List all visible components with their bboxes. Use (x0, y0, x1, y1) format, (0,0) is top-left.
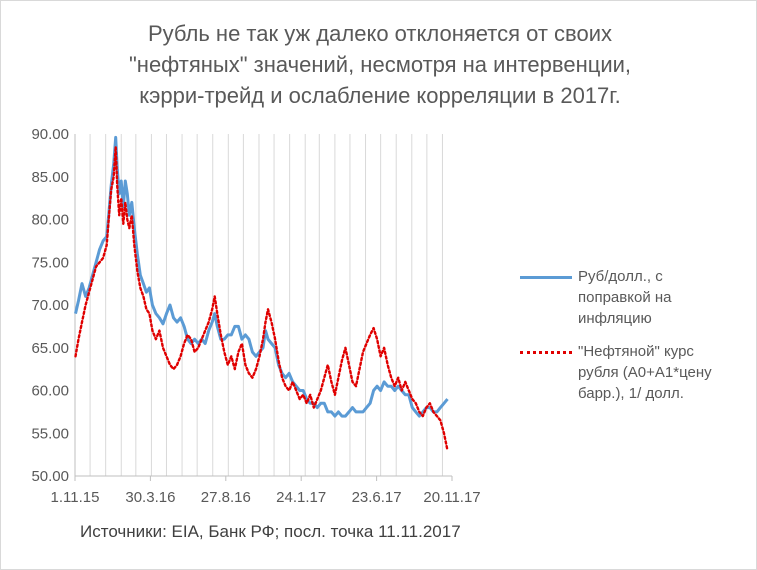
x-tick-label: 1.11.15 (51, 489, 100, 506)
legend-label-real-rate-line-1: Руб/долл., с (578, 268, 663, 285)
chart-title-line-1: Рубль не так уж далеко отклоняется от св… (147, 21, 613, 46)
legend-swatch-dotted-line (520, 351, 572, 354)
legend-label-oil-rate-line-3: барр.), 1/ долл. (578, 385, 684, 402)
chart-title: Рубль не так уж далеко отклоняется от св… (60, 18, 700, 111)
source-note: Источники: EIA, Банк РФ; посл. точка 11.… (80, 522, 461, 541)
y-tick-label: 80.00 (31, 212, 69, 229)
legend-label-real-rate-line-2: поправкой на (578, 289, 672, 306)
y-tick-label: 50.00 (31, 468, 69, 485)
y-tick-label: 90.00 (31, 126, 69, 143)
legend-swatch-solid-line (520, 276, 572, 279)
y-tick-label: 55.00 (31, 425, 69, 442)
legend-item-real-rate: Руб/долл., с поправкой на инфляцию (518, 266, 748, 329)
x-tick-label: 30.3.16 (125, 489, 175, 506)
x-tick-label: 20.11.17 (423, 489, 480, 506)
chart-y-tick-labels: 50.00 55.00 60.00 65.00 70.00 75.00 80.00 85.00… (31, 126, 69, 485)
legend-label-real-rate-line-3: инфляцию (578, 310, 652, 327)
chart-axes (74, 134, 453, 481)
chart-x-tick-labels: 1.11.15 30.3.16 27.8.16 24.1.17 23.6.17 20.11… (51, 489, 481, 506)
legend-label-oil-rate-line-2: рубля (A0+A1*цену (578, 364, 712, 381)
chart-title-line-3: кэрри-трейд и ослабление корреляции в 20… (139, 83, 621, 108)
x-tick-label: 27.8.16 (201, 489, 251, 506)
x-tick-label: 23.6.17 (352, 489, 402, 506)
series-line-real-rate (74, 135, 449, 418)
series-line-oil-rate (74, 145, 449, 452)
y-tick-label: 85.00 (31, 169, 69, 186)
y-tick-label: 70.00 (31, 297, 69, 314)
chart-series (74, 135, 449, 452)
y-tick-label: 60.00 (31, 383, 69, 400)
chart-gridlines (89, 134, 443, 476)
x-tick-label: 24.1.17 (276, 489, 326, 506)
y-tick-label: 75.00 (31, 254, 69, 271)
chart-legend: Руб/долл., с поправкой на инфляцию "Нефт… (518, 266, 748, 416)
chart-title-line-2: "нефтяных" значений, несмотря на интерве… (128, 52, 632, 77)
legend-label-oil-rate-line-1: "Нефтяной" курс (578, 343, 694, 360)
legend-item-oil-rate: "Нефтяной" курс рубля (A0+A1*цену барр.)… (518, 341, 748, 404)
y-tick-label: 65.00 (31, 340, 69, 357)
